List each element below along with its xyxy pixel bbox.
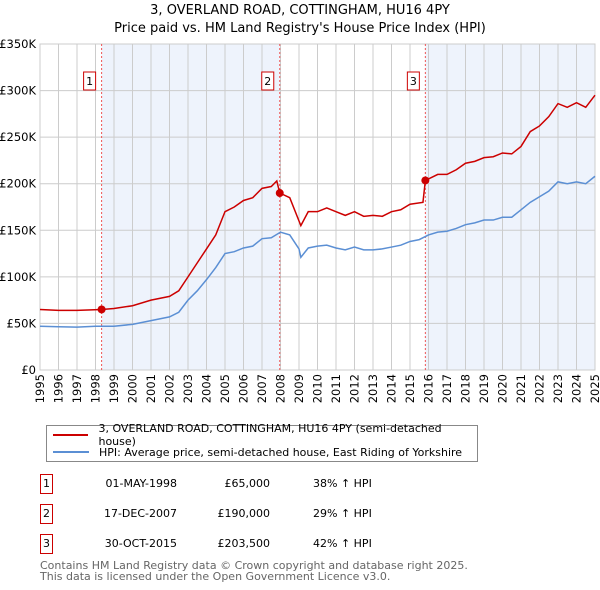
x-tick-label: 2008 <box>274 374 288 403</box>
x-tick-label: 1996 <box>52 374 66 403</box>
sale-label: 1 <box>86 75 93 88</box>
sale-label-box <box>406 71 420 91</box>
x-tick-label: 2009 <box>292 374 306 403</box>
chart-subtitle: Price paid vs. HM Land Registry's House … <box>114 21 486 36</box>
y-tick-label: £150K <box>0 223 36 237</box>
sale-point <box>421 176 430 185</box>
x-tick-label: 2016 <box>422 374 436 403</box>
sale-label: 2 <box>264 75 271 88</box>
y-tick-label: £300K <box>0 84 36 98</box>
transaction-hpi-diff: 38% ↑ HPI <box>313 477 372 490</box>
y-tick-label: £50K <box>7 316 37 330</box>
transaction-date: 30-OCT-2015 <box>104 537 177 550</box>
shaded-period-2 <box>425 44 595 370</box>
shaded-period-1 <box>101 44 280 370</box>
x-tick-label: 2013 <box>366 374 380 403</box>
x-tick-label: 2018 <box>459 374 473 403</box>
hpi-line <box>39 175 596 328</box>
transaction-date: 01-MAY-1998 <box>105 477 177 490</box>
transaction-date: 17-DEC-2007 <box>103 507 177 520</box>
transaction-price: £203,500 <box>217 537 271 550</box>
transaction-number: 3 <box>40 534 53 554</box>
footer-line-1: Contains HM Land Registry data © Crown c… <box>40 559 468 572</box>
chart-title: 3, OVERLAND ROAD, COTTINGHAM, HU16 4PY <box>150 3 450 18</box>
x-tick-label: 2023 <box>551 374 565 403</box>
sale-label-box <box>83 71 97 91</box>
x-tick-label: 2012 <box>348 374 362 403</box>
x-tick-label: 2000 <box>126 374 140 403</box>
y-tick-label: £350K <box>0 37 36 51</box>
x-tick-label: 2015 <box>403 374 417 403</box>
transaction-number: 2 <box>40 504 53 524</box>
x-tick-label: 2011 <box>329 374 343 403</box>
x-tick-label: 2022 <box>533 374 547 403</box>
x-tick-label: 2002 <box>163 374 177 403</box>
y-tick-label: £0 <box>21 363 36 377</box>
x-tick-label: 2007 <box>255 374 269 403</box>
sale-label-box <box>261 71 275 91</box>
x-tick-label: 1998 <box>89 374 103 403</box>
legend-item-hpi: HPI: Average price, semi-detached house,… <box>53 444 462 460</box>
transaction-hpi-diff: 29% ↑ HPI <box>313 507 372 520</box>
x-tick-label: 2024 <box>570 374 584 403</box>
y-tick-label: £200K <box>0 177 36 191</box>
transaction-price: £190,000 <box>217 507 271 520</box>
x-tick-label: 2001 <box>144 374 158 403</box>
property-price-line <box>39 94 596 312</box>
legend-label-hpi: HPI: Average price, semi-detached house,… <box>99 445 463 459</box>
x-tick-label: 1999 <box>107 374 121 403</box>
sale-point <box>275 189 284 198</box>
y-tick-label: £250K <box>0 130 36 144</box>
legend-item-property: 3, OVERLAND ROAD, COTTINGHAM, HU16 4PY (… <box>53 422 477 448</box>
legend-swatch-property <box>53 434 89 436</box>
x-tick-label: 2010 <box>311 374 325 403</box>
x-tick-label: 2014 <box>385 374 399 403</box>
x-tick-label: 2003 <box>181 374 195 403</box>
sale-point <box>97 305 106 314</box>
transaction-hpi-diff: 42% ↑ HPI <box>313 537 372 550</box>
x-tick-label: 1995 <box>33 374 47 403</box>
x-tick-label: 2006 <box>237 374 251 403</box>
x-tick-label: 2005 <box>218 374 232 403</box>
x-tick-label: 2004 <box>200 374 214 403</box>
x-tick-label: 1997 <box>70 374 84 403</box>
x-tick-label: 2017 <box>440 374 454 403</box>
legend-swatch-hpi <box>53 451 89 453</box>
sale-label: 3 <box>410 75 417 88</box>
line-chart: 1995 1996 1997 1998 1999 2000 2001 2002 2003 2004… <box>0 37 600 403</box>
x-tick-label: 2020 <box>496 374 510 403</box>
footer: Contains HM Land Registry data © Crown c… <box>40 560 468 582</box>
x-tick-label: 2021 <box>514 374 528 403</box>
legend: 3, OVERLAND ROAD, COTTINGHAM, HU16 4PY (… <box>46 422 478 462</box>
y-tick-label: £100K <box>0 270 36 284</box>
legend-label-property: 3, OVERLAND ROAD, COTTINGHAM, HU16 4PY (… <box>98 422 442 448</box>
x-tick-label: 2025 <box>588 374 600 403</box>
transaction-number: 1 <box>40 474 53 494</box>
transaction-price: £65,000 <box>224 477 271 490</box>
footer-line-2: This data is licensed under the Open Gov… <box>40 570 391 583</box>
plot-frame <box>39 43 596 371</box>
x-tick-label: 2019 <box>477 374 491 403</box>
